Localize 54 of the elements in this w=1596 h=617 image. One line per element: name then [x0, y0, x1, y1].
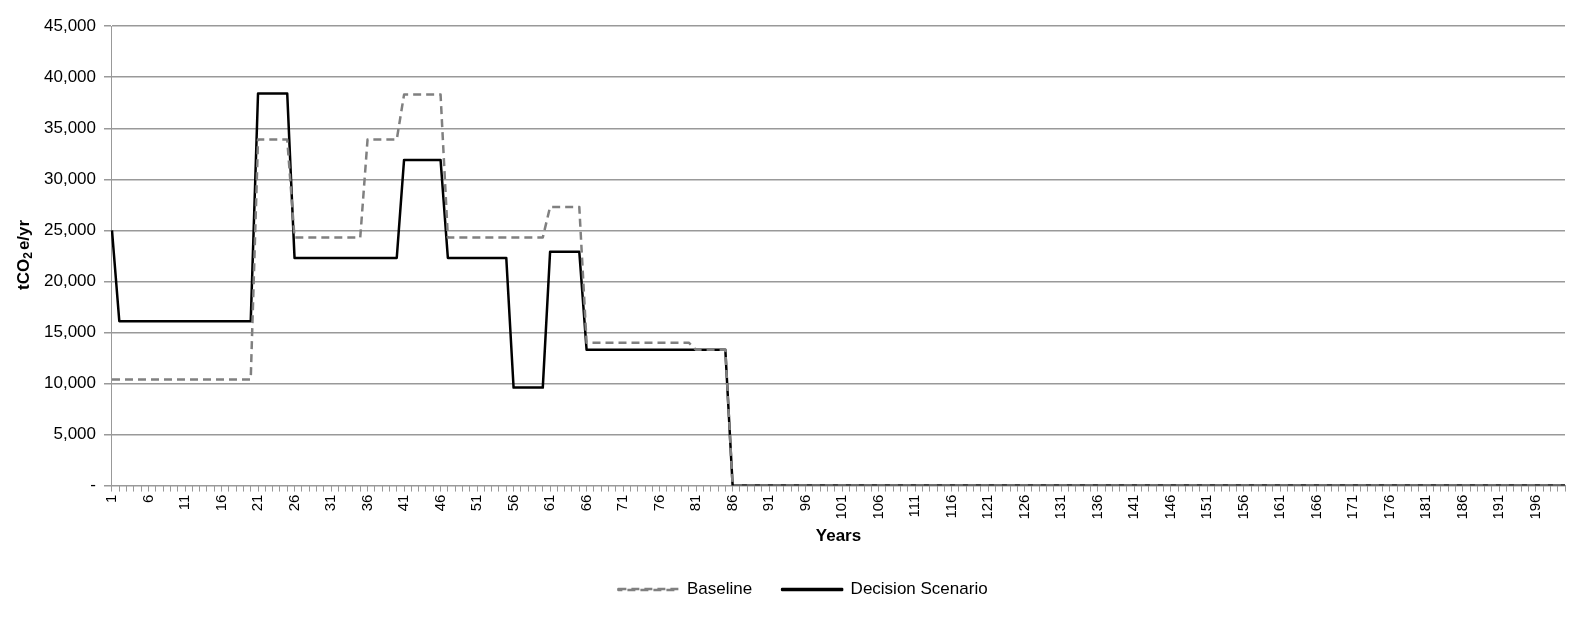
x-tick-label: 106: [868, 494, 886, 520]
x-tick-label: 6: [138, 494, 156, 503]
x-tick-label: 66: [576, 494, 594, 512]
x-tick-label: 81: [686, 494, 704, 512]
y-tick-label: 30,000: [44, 169, 96, 189]
x-tick-label: 191: [1489, 494, 1507, 520]
y-tick-label: 25,000: [44, 220, 96, 240]
x-tick-label: 41: [394, 494, 412, 512]
x-tick-label: 96: [795, 494, 813, 512]
x-tick-label: 91: [759, 494, 777, 512]
x-tick-label: 156: [1233, 494, 1251, 520]
x-tick-label: 71: [613, 494, 631, 512]
x-tick-label: 26: [284, 494, 302, 512]
x-tick-label: 21: [248, 494, 266, 512]
x-tick-label: 151: [1197, 494, 1215, 520]
x-tick-label: 141: [1124, 494, 1142, 520]
x-axis-title: Years: [815, 526, 862, 546]
x-tick-label: 76: [649, 494, 667, 512]
x-tick-label: 131: [1051, 494, 1069, 520]
x-tick-label: 86: [722, 494, 740, 512]
x-tick-label: 136: [1087, 494, 1105, 520]
x-tick-label: 181: [1416, 494, 1434, 520]
x-tick-label: 176: [1379, 494, 1397, 520]
x-tick-label: 146: [1160, 494, 1178, 520]
x-tick-label: 116: [941, 494, 959, 519]
x-tick-label: 171: [1343, 494, 1361, 520]
x-tick-label: 1: [102, 494, 120, 503]
x-tick-label: 31: [321, 494, 339, 512]
x-tick-label: 101: [832, 494, 850, 520]
x-tick-label: 161: [1270, 494, 1288, 520]
y-tick-label: 45,000: [44, 15, 96, 35]
x-tick-label: 56: [503, 494, 521, 512]
x-tick-label: 46: [430, 494, 448, 512]
legend-label: Baseline: [686, 579, 753, 599]
y-tick-label: -: [90, 475, 96, 495]
y-tick-label: 15,000: [44, 322, 96, 342]
x-tick-label: 166: [1306, 494, 1324, 520]
y-axis-title: tCO2e/yr: [13, 219, 36, 290]
x-tick-label: 121: [978, 494, 996, 520]
x-tick-label: 111: [905, 494, 923, 518]
y-tick-label: 35,000: [44, 117, 96, 137]
x-tick-label: 16: [211, 494, 229, 512]
legend-label: Decision Scenario: [850, 579, 988, 599]
x-tick-label: 51: [467, 494, 485, 512]
x-tick-label: 126: [1014, 494, 1032, 520]
y-tick-label: 20,000: [44, 271, 96, 291]
x-tick-label: 36: [357, 494, 375, 512]
x-tick-label: 11: [175, 494, 193, 511]
y-tick-label: 10,000: [44, 373, 96, 393]
y-tick-label: 40,000: [44, 66, 96, 86]
x-tick-label: 186: [1452, 494, 1470, 520]
y-tick-label: 5,000: [53, 424, 96, 444]
x-tick-label: 61: [540, 494, 558, 512]
x-tick-label: 196: [1525, 494, 1543, 520]
